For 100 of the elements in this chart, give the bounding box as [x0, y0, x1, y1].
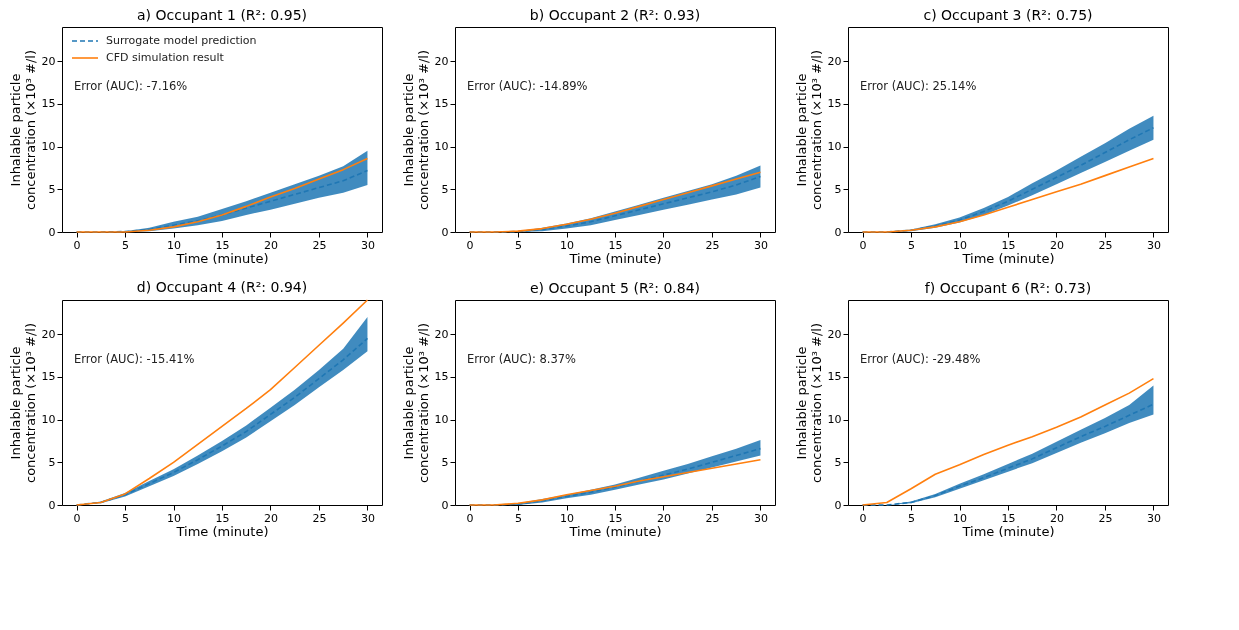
y-tick-label: 15 [827, 97, 842, 111]
y-tick-label: 0 [834, 498, 842, 512]
y-tick-label: 0 [48, 225, 56, 239]
x-tick-label: 15 [215, 511, 230, 525]
x-tick-label: 10 [560, 238, 575, 252]
chart-title: b) Occupant 2 (R²: 0.93) [529, 7, 701, 23]
x-tick-label: 20 [656, 238, 671, 252]
y-tick-label: 0 [834, 225, 842, 239]
annotation: Error (AUC): -7.16% [74, 79, 188, 93]
x-tick-label: 5 [515, 511, 523, 525]
y-tick-label: 10 [434, 413, 449, 427]
y-tick-label: 15 [434, 370, 449, 384]
x-tick-label: 5 [908, 238, 916, 252]
x-tick-label: 5 [122, 511, 130, 525]
x-tick-label: 5 [515, 238, 523, 252]
x-tick-label: 20 [263, 511, 278, 525]
y-tick-label: 10 [41, 140, 56, 154]
x-tick-label: 0 [73, 238, 81, 252]
legend-label: CFD simulation result [106, 51, 225, 64]
x-tick-label: 0 [859, 511, 867, 525]
y-axis-title: Inhalable particle concentration (×10³ #/l) [400, 323, 431, 483]
x-tick-label: 0 [73, 511, 81, 525]
x-tick-label: 25 [1098, 511, 1113, 525]
x-tick-label: 25 [705, 511, 720, 525]
y-tick-label: 0 [441, 225, 449, 239]
x-tick-label: 20 [263, 238, 278, 252]
x-tick-label: 30 [360, 238, 375, 252]
y-tick-label: 20 [827, 54, 842, 68]
y-axis-title: Inhalable particle concentration (×10³ #/l) [7, 323, 38, 483]
annotation: Error (AUC): -14.89% [467, 79, 588, 93]
x-tick-label: 10 [167, 511, 182, 525]
x-tick-label: 0 [466, 511, 474, 525]
x-tick-label: 30 [1146, 238, 1161, 252]
y-tick-label: 5 [441, 455, 449, 469]
x-axis-title: Time (minute) [961, 250, 1055, 266]
y-tick-label: 20 [434, 327, 449, 341]
annotation: Error (AUC): 25.14% [860, 79, 977, 93]
x-tick-label: 15 [1001, 511, 1016, 525]
x-axis-title: Time (minute) [961, 523, 1055, 539]
x-tick-label: 5 [908, 511, 916, 525]
line-series [468, 458, 762, 506]
x-tick-label: 30 [753, 238, 768, 252]
x-tick-label: 10 [953, 238, 968, 252]
x-tick-label: 15 [608, 511, 623, 525]
annotation: Error (AUC): 8.37% [467, 352, 577, 366]
y-tick-label: 15 [827, 370, 842, 384]
x-tick-label: 10 [560, 511, 575, 525]
x-axis-title: Time (minute) [175, 523, 269, 539]
x-tick-label: 5 [122, 238, 130, 252]
x-tick-label: 0 [466, 238, 474, 252]
y-tick-label: 10 [434, 140, 449, 154]
x-tick-label: 25 [312, 238, 327, 252]
x-tick-label: 0 [859, 238, 867, 252]
chart-title: d) Occupant 4 (R²: 0.94) [136, 279, 308, 296]
y-axis-title: Inhalable particle concentration (×10³ #/l) [7, 50, 38, 210]
y-axis-title: Inhalable particle concentration (×10³ #/l) [793, 50, 824, 210]
annotation: Error (AUC): -29.48% [860, 352, 981, 366]
y-tick-label: 5 [834, 182, 842, 196]
y-tick-label: 0 [48, 498, 56, 512]
y-tick-label: 10 [41, 413, 56, 427]
x-tick-label: 30 [753, 511, 768, 525]
x-tick-label: 15 [1001, 238, 1016, 252]
annotation: Error (AUC): -15.41% [74, 352, 195, 366]
y-tick-label: 15 [434, 97, 449, 111]
y-axis-title: Inhalable particle concentration (×10³ #/l) [793, 323, 824, 483]
x-axis-title: Time (minute) [568, 250, 662, 266]
x-tick-label: 15 [215, 238, 230, 252]
x-tick-label: 25 [1098, 238, 1113, 252]
y-tick-label: 5 [48, 182, 56, 196]
x-tick-label: 25 [312, 511, 327, 525]
y-tick-label: 20 [41, 327, 56, 341]
y-tick-label: 5 [48, 455, 56, 469]
y-tick-label: 5 [834, 455, 842, 469]
x-tick-label: 20 [1049, 238, 1064, 252]
legend-label: Surrogate model prediction [106, 34, 257, 47]
x-axis-title: Time (minute) [175, 250, 269, 266]
chart-title: a) Occupant 1 (R²: 0.95) [136, 7, 308, 23]
x-axis-title: Time (minute) [568, 523, 662, 539]
y-tick-label: 20 [827, 327, 842, 341]
y-tick-label: 10 [827, 140, 842, 154]
chart-title: f) Occupant 6 (R²: 0.73) [924, 280, 1092, 296]
x-tick-label: 15 [608, 238, 623, 252]
x-tick-label: 25 [705, 238, 720, 252]
y-tick-label: 20 [41, 54, 56, 68]
y-tick-label: 0 [441, 498, 449, 512]
x-tick-label: 30 [1146, 511, 1161, 525]
x-tick-label: 20 [1049, 511, 1064, 525]
y-tick-label: 10 [827, 413, 842, 427]
x-tick-label: 20 [656, 511, 671, 525]
chart-title: c) Occupant 3 (R²: 0.75) [923, 7, 1093, 23]
y-tick-label: 20 [434, 54, 449, 68]
x-tick-label: 30 [360, 511, 375, 525]
y-tick-label: 15 [41, 370, 56, 384]
chart-title: e) Occupant 5 (R²: 0.84) [529, 280, 701, 296]
line-series [861, 157, 1155, 233]
y-axis-title: Inhalable particle concentration (×10³ #/l) [400, 50, 431, 210]
x-tick-label: 10 [953, 511, 968, 525]
y-tick-label: 15 [41, 97, 56, 111]
x-tick-label: 10 [167, 238, 182, 252]
y-tick-label: 5 [441, 182, 449, 196]
